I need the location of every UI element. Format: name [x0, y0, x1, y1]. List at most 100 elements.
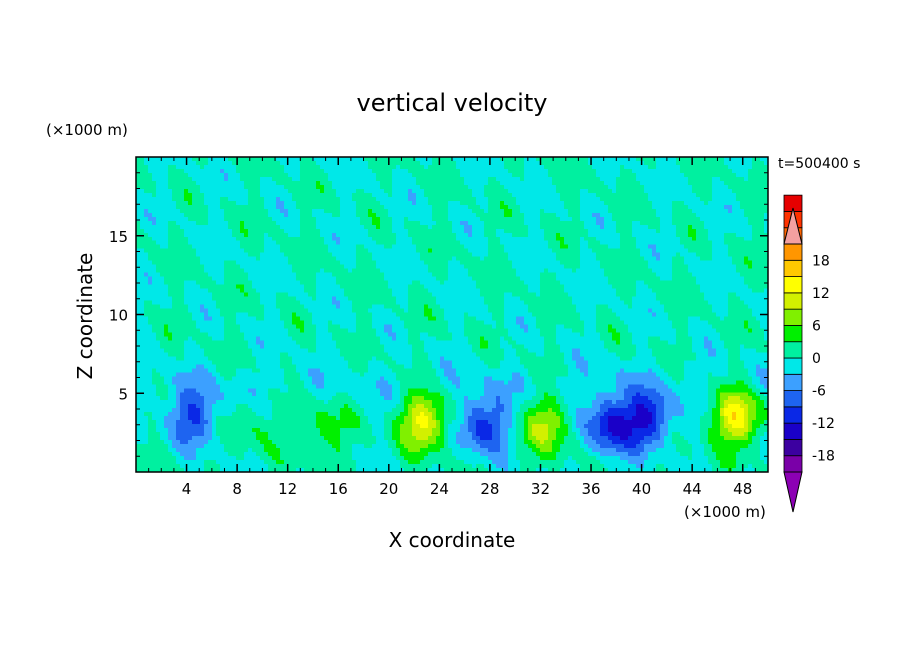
contour-cell — [452, 276, 457, 282]
contour-cell — [144, 157, 149, 162]
contour-cell — [712, 168, 717, 174]
contour-cell — [736, 244, 741, 250]
contour-cell — [392, 268, 397, 274]
contour-cell — [292, 208, 297, 214]
contour-cell — [588, 208, 593, 214]
contour-cell — [388, 256, 393, 262]
contour-cell — [276, 236, 281, 242]
contour-cell — [632, 208, 637, 214]
contour-cell — [584, 264, 589, 270]
contour-cell — [308, 236, 313, 242]
contour-cell — [308, 172, 313, 178]
contour-cell — [232, 216, 237, 222]
contour-cell — [712, 164, 717, 170]
contour-cell — [764, 192, 769, 198]
contour-cell — [144, 160, 149, 166]
contour-cell — [592, 228, 597, 234]
contour-cell — [228, 216, 233, 222]
contour-cell — [444, 208, 449, 214]
contour-cell — [412, 192, 417, 198]
contour-cell — [188, 280, 193, 286]
contour-cell — [224, 192, 229, 198]
contour-cell — [212, 212, 217, 218]
contour-cell — [268, 248, 273, 254]
contour-cell — [676, 220, 681, 226]
contour-cell — [420, 276, 425, 282]
contour-cell — [712, 272, 717, 278]
contour-cell — [192, 157, 197, 162]
contour-cell — [232, 276, 237, 282]
contour-cell — [580, 228, 585, 234]
contour-cell — [612, 192, 617, 198]
contour-cell — [720, 268, 725, 274]
contour-cell — [420, 216, 425, 222]
contour-cell — [748, 240, 753, 246]
contour-cell — [392, 256, 397, 262]
contour-cell — [152, 168, 157, 174]
contour-cell — [340, 244, 345, 250]
contour-cell — [540, 244, 545, 250]
contour-cell — [312, 264, 317, 270]
contour-cell — [220, 220, 225, 226]
contour-cell — [604, 248, 609, 254]
contour-cell — [144, 228, 149, 234]
contour-cell — [628, 164, 633, 170]
contour-cell — [176, 184, 181, 190]
contour-cell — [624, 200, 629, 206]
contour-cell — [644, 208, 649, 214]
contour-cell — [144, 196, 149, 202]
contour-cell — [752, 168, 757, 174]
contour-cell — [208, 204, 213, 210]
contour-cell — [680, 232, 685, 238]
contour-cell — [696, 184, 701, 190]
contour-cell — [724, 268, 729, 274]
contour-cell — [576, 192, 581, 198]
contour-cell — [552, 212, 557, 218]
contour-cell — [456, 280, 461, 286]
contour-cell — [732, 272, 737, 278]
contour-cell — [180, 252, 185, 258]
contour-cell — [668, 196, 673, 202]
contour-cell — [600, 252, 605, 258]
contour-cell — [652, 228, 657, 234]
contour-cell — [164, 157, 169, 162]
contour-cell — [672, 180, 677, 186]
contour-cell — [384, 188, 389, 194]
contour-cell — [524, 180, 529, 186]
contour-cell — [672, 220, 677, 226]
contour-cell — [280, 240, 285, 246]
contour-cell — [760, 228, 765, 234]
contour-cell — [164, 264, 169, 270]
contour-cell — [484, 244, 489, 250]
contour-cell — [364, 276, 369, 282]
contour-cell — [420, 168, 425, 174]
contour-cell — [572, 157, 577, 162]
contour-cell — [648, 276, 653, 282]
contour-cell — [588, 212, 593, 218]
contour-cell — [184, 192, 189, 198]
contour-cell — [416, 268, 421, 274]
contour-cell — [328, 264, 333, 270]
contour-cell — [336, 276, 341, 282]
contour-cell — [740, 192, 745, 198]
contour-cell — [540, 220, 545, 226]
contour-cell — [280, 220, 285, 226]
contour-cell — [316, 184, 321, 190]
contour-cell — [588, 264, 593, 270]
contour-cell — [632, 176, 637, 182]
contour-cell — [392, 196, 397, 202]
contour-cell — [696, 157, 701, 162]
contour-cell — [620, 208, 625, 214]
contour-cell — [340, 157, 345, 162]
contour-cell — [420, 180, 425, 186]
contour-cell — [396, 268, 401, 274]
contour-cell — [288, 180, 293, 186]
contour-cell — [596, 172, 601, 178]
contour-cell — [644, 180, 649, 186]
contour-cell — [228, 268, 233, 274]
contour-cell — [508, 212, 513, 218]
contour-cell — [264, 160, 269, 166]
contour-cell — [508, 164, 513, 170]
contour-cell — [248, 244, 253, 250]
contour-cell — [260, 180, 265, 186]
